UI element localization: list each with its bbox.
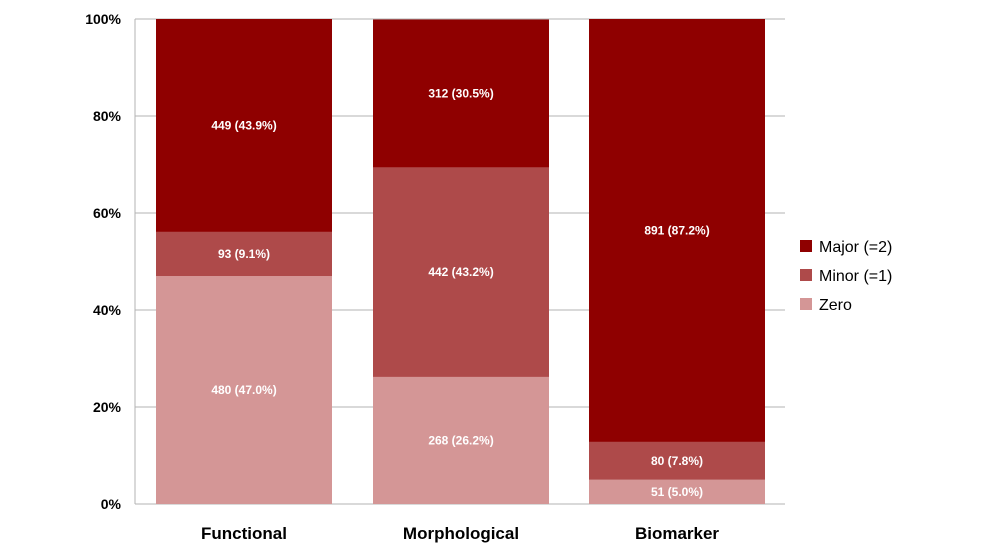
data-label: 93 (9.1%) xyxy=(218,247,270,261)
data-label: 480 (47.0%) xyxy=(211,383,276,397)
y-tick-label: 100% xyxy=(85,11,121,27)
legend-label: Minor (=1) xyxy=(819,268,892,285)
y-tick-label: 40% xyxy=(93,302,122,318)
bar-segment-biomarker-0 xyxy=(589,479,765,504)
data-label: 268 (26.2%) xyxy=(428,433,493,447)
data-label: 442 (43.2%) xyxy=(428,265,493,279)
legend-label: Zero xyxy=(819,297,852,314)
bar-segment-morphological-2 xyxy=(373,19,549,168)
bar-segment-functional-0 xyxy=(156,276,332,504)
y-axis-ticks: 0% 20% 40% 60% 80% 100% xyxy=(85,11,121,512)
bar-segment-functional-1 xyxy=(156,231,332,277)
legend: Major (=2) Minor (=1) Zero xyxy=(800,239,892,314)
x-axis-ticks: Functional Morphological Biomarker xyxy=(201,524,719,543)
data-label: 891 (87.2%) xyxy=(644,223,709,237)
y-tick-label: 20% xyxy=(93,399,122,415)
data-label: 51 (5.0%) xyxy=(651,485,703,499)
bar-segment-biomarker-2 xyxy=(589,19,765,442)
x-tick-label: Functional xyxy=(201,524,287,543)
bar-segment-functional-2 xyxy=(156,19,332,232)
bars: 480 (47.0%) 93 (9.1%) 449 (43.9%) 268 (26.2… xyxy=(156,19,765,504)
legend-label: Major (=2) xyxy=(819,239,892,256)
bar-segment-biomarker-1 xyxy=(589,441,765,480)
y-tick-label: 60% xyxy=(93,205,122,221)
x-tick-label: Biomarker xyxy=(635,524,719,543)
legend-swatch xyxy=(800,269,812,281)
data-label: 312 (30.5%) xyxy=(428,86,493,100)
legend-swatch xyxy=(800,240,812,252)
bar-segment-morphological-1 xyxy=(373,167,549,377)
data-label: 80 (7.8%) xyxy=(651,454,703,468)
data-label: 449 (43.9%) xyxy=(211,118,276,132)
bar-segment-morphological-0 xyxy=(373,376,549,504)
y-tick-label: 80% xyxy=(93,108,122,124)
x-tick-label: Morphological xyxy=(403,524,519,543)
legend-swatch xyxy=(800,298,812,310)
y-tick-label: 0% xyxy=(101,496,122,512)
